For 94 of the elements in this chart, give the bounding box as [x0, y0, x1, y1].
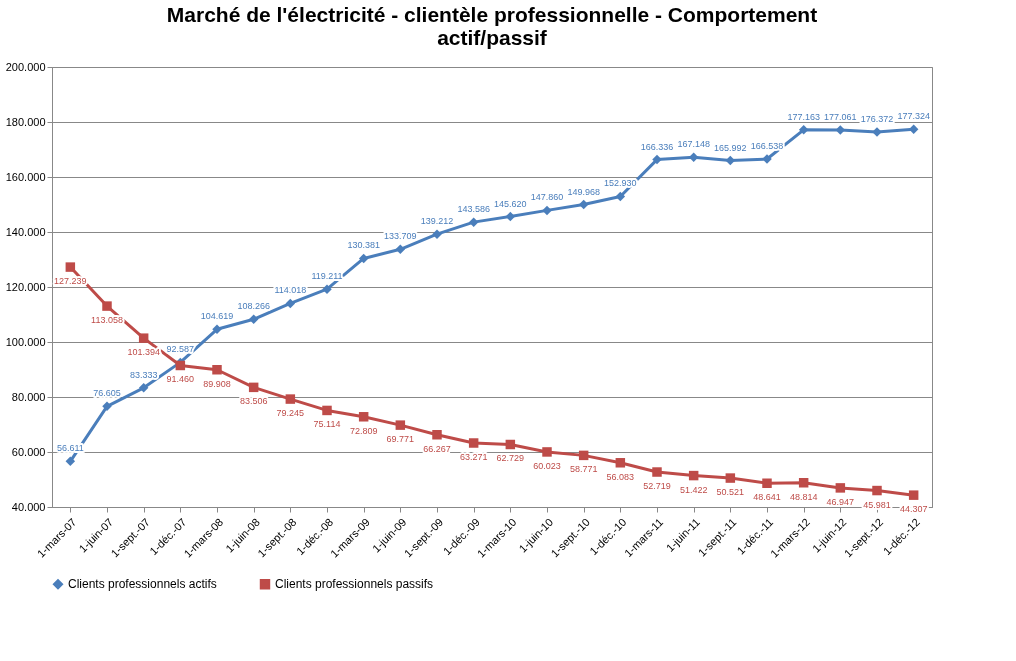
- y-tick-label: 60.000: [11, 445, 46, 458]
- data-label: 166.336: [640, 141, 674, 152]
- point: [358, 253, 369, 264]
- y-tick-label: 200.000: [5, 60, 46, 73]
- point: [908, 490, 919, 500]
- data-label: 133.709: [384, 231, 417, 242]
- data-label: 66.267: [423, 443, 451, 454]
- point: [65, 456, 76, 467]
- data-label: 165.992: [714, 142, 747, 153]
- data-label: 63.271: [459, 452, 488, 462]
- data-label: 177.163: [787, 111, 820, 122]
- data-label: 75.114: [313, 419, 341, 430]
- data-label: 130.381: [347, 240, 380, 251]
- data-label: 91.460: [166, 374, 195, 385]
- data-label: 58.771: [569, 464, 598, 475]
- data-label: 177.324: [897, 111, 930, 122]
- point: [542, 447, 552, 457]
- y-tick-label: 80.000: [11, 390, 46, 403]
- point: [688, 470, 699, 481]
- point: [578, 450, 589, 461]
- point: [65, 262, 76, 272]
- point: [762, 478, 772, 488]
- point: [432, 430, 442, 440]
- data-label: 114.018: [274, 285, 307, 296]
- data-label: 108.266: [237, 301, 270, 312]
- data-label: 147.860: [530, 192, 564, 203]
- data-label: 51.422: [679, 484, 708, 495]
- data-label: 177.061: [824, 112, 857, 123]
- legend-label: Clients professionnels passifs: [275, 577, 434, 592]
- point: [798, 125, 809, 135]
- point: [505, 211, 516, 222]
- data-label: 48.814: [789, 491, 818, 502]
- y-tick-label: 120.000: [5, 280, 46, 293]
- data-label: 139.212: [420, 216, 454, 227]
- data-label: 119.211: [311, 271, 343, 282]
- point: [615, 191, 626, 202]
- data-label: 76.605: [93, 388, 121, 399]
- data-label: 89.908: [203, 378, 231, 389]
- data-label: 69.771: [386, 434, 415, 445]
- data-label: 52.719: [643, 481, 671, 492]
- data-label: 45.981: [863, 499, 891, 510]
- point: [835, 483, 846, 493]
- point: [248, 382, 259, 393]
- data-label: 72.809: [349, 425, 378, 436]
- data-label: 92.587: [166, 344, 195, 355]
- point: [542, 205, 552, 216]
- data-label: 48.641: [753, 492, 781, 503]
- y-tick-label: 160.000: [5, 170, 46, 183]
- point: [322, 405, 332, 416]
- data-label: 79.245: [276, 408, 305, 419]
- point: [652, 154, 662, 165]
- data-label: 46.947: [826, 496, 855, 507]
- point: [725, 473, 736, 483]
- data-label: 145.620: [494, 198, 527, 209]
- point: [395, 244, 406, 255]
- data-label: 62.729: [496, 453, 525, 464]
- point: [102, 301, 112, 311]
- point: [285, 298, 296, 309]
- point: [798, 478, 809, 488]
- point: [872, 485, 882, 496]
- point: [212, 324, 222, 335]
- data-label: 101.394: [127, 347, 160, 358]
- point: [285, 394, 296, 404]
- y-tick-label: 40.000: [11, 500, 46, 513]
- point: [505, 439, 516, 450]
- chart-title: Marché de l'électricité - clientèle professionnelle - Comportement actif/passif: [166, 3, 818, 49]
- point: [615, 458, 626, 468]
- point: [358, 412, 369, 422]
- point: [578, 199, 589, 210]
- y-tick-label: 140.000: [5, 225, 46, 238]
- y-tick-label: 100.000: [5, 335, 46, 348]
- data-label: 149.968: [567, 186, 600, 197]
- data-label: 83.333: [129, 369, 158, 380]
- data-label: 143.586: [457, 204, 490, 215]
- data-label: 60.023: [533, 460, 561, 471]
- data-label: 56.083: [606, 471, 635, 482]
- data-label: 104.619: [200, 311, 234, 322]
- data-label: 176.372: [860, 113, 894, 124]
- y-tick-label: 180.000: [5, 115, 46, 128]
- legend-label: Clients professionnels actifs: [68, 577, 217, 592]
- point: [652, 467, 662, 477]
- data-label: 166.538: [750, 141, 784, 152]
- data-label: 113.058: [91, 315, 123, 326]
- data-label: 50.521: [716, 487, 745, 498]
- point: [468, 438, 479, 448]
- point: [102, 401, 112, 412]
- point: [138, 333, 149, 343]
- point: [248, 314, 259, 325]
- point: [395, 420, 406, 430]
- point: [468, 217, 479, 227]
- data-label: 167.148: [677, 139, 710, 150]
- point: [212, 365, 222, 375]
- data-label: 83.506: [239, 396, 268, 407]
- point: [138, 383, 149, 393]
